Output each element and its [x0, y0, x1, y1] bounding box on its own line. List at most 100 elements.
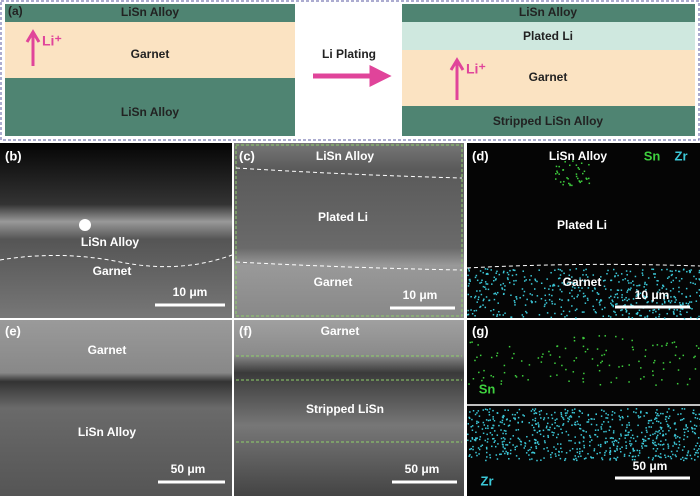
eds-dot — [583, 269, 585, 272]
panel-border — [235, 144, 463, 317]
eds-dot — [576, 459, 578, 462]
eds-dot — [467, 293, 469, 296]
eds-dot — [583, 170, 586, 173]
eds-dot — [568, 418, 570, 421]
eds-dot — [564, 457, 567, 460]
eds-dot — [605, 349, 607, 352]
eds-dot — [481, 279, 483, 282]
eds-dot — [588, 434, 591, 437]
eds-dot — [560, 306, 563, 308]
eds-dot — [610, 279, 613, 282]
eds-dot — [632, 348, 635, 351]
eds-dot — [486, 433, 488, 436]
eds-dot — [632, 437, 635, 440]
eds-dot — [485, 288, 487, 290]
layer-label: Stripped LiSn Alloy — [493, 114, 604, 128]
eds-dot — [669, 456, 672, 458]
eds-dot — [676, 309, 678, 311]
eds-dot — [656, 448, 659, 450]
eds-dot — [597, 429, 599, 431]
eds-dot — [681, 408, 683, 410]
eds-dot — [485, 296, 488, 298]
eds-dot — [599, 451, 601, 454]
eds-dot — [694, 459, 696, 461]
eds-dot — [505, 430, 507, 432]
eds-dot — [596, 364, 599, 367]
eds-dot — [659, 444, 662, 446]
eds-dot — [680, 458, 682, 460]
eds-dot — [600, 415, 603, 417]
eds-dot — [632, 284, 635, 286]
eds-dot — [520, 441, 523, 443]
eds-dot — [590, 418, 592, 420]
eds-dot — [659, 432, 661, 435]
eds-dot — [616, 456, 619, 459]
eds-map — [467, 320, 700, 496]
eds-dot — [514, 301, 516, 304]
eds-dot — [493, 437, 495, 440]
eds-dot — [692, 412, 694, 414]
eds-dot — [642, 440, 645, 443]
eds-dot — [625, 310, 628, 312]
eds-dot — [566, 412, 568, 414]
eds-dot — [670, 300, 673, 302]
eds-dot — [551, 452, 553, 454]
eds-dot — [686, 311, 688, 313]
eds-dot — [590, 423, 593, 426]
eds-dot — [496, 313, 499, 316]
layer — [5, 4, 295, 22]
eds-dot — [603, 430, 605, 433]
eds-dot — [494, 279, 497, 281]
eds-dot — [626, 299, 628, 302]
eds-dot — [609, 316, 612, 318]
eds-dot — [486, 456, 488, 458]
eds-dot — [674, 433, 676, 436]
eds-dot — [639, 292, 642, 294]
eds-dot — [485, 446, 488, 449]
eds-dot — [666, 268, 668, 271]
eds-dot — [557, 433, 559, 436]
region-label: Garnet — [321, 324, 360, 338]
eds-dot — [588, 163, 590, 166]
eds-dot — [530, 300, 533, 302]
eds-dot — [659, 426, 662, 429]
eds-dot — [628, 298, 630, 301]
eds-dot — [491, 445, 493, 448]
eds-dot — [646, 315, 649, 317]
eds-dot — [467, 285, 470, 287]
eds-dot — [675, 455, 677, 458]
eds-dot — [539, 433, 542, 436]
eds-dot — [621, 296, 623, 299]
eds-dot — [549, 454, 552, 456]
eds-dot — [671, 342, 674, 344]
eds-dot — [534, 442, 536, 445]
eds-dot — [551, 302, 554, 305]
eds-dot — [547, 434, 549, 437]
eds-dot — [641, 447, 644, 449]
eds-dot — [492, 313, 495, 316]
eds-dot — [681, 308, 684, 310]
eds-dot — [610, 437, 613, 439]
eds-dot — [644, 445, 646, 447]
eds-dot — [531, 294, 533, 296]
eds-dot — [478, 371, 480, 374]
eds-dot — [507, 409, 509, 412]
eds-dot — [528, 421, 530, 424]
eds-dot — [652, 433, 654, 436]
eds-dot — [643, 286, 645, 288]
eds-dot — [536, 280, 538, 283]
eds-dot — [564, 161, 566, 163]
eds-dot — [491, 434, 493, 436]
eds-dot — [512, 444, 514, 446]
eds-dot — [471, 438, 474, 440]
eds-dot — [660, 440, 662, 443]
eds-dot — [541, 356, 543, 358]
eds-dot — [605, 450, 607, 452]
eds-dot — [534, 279, 537, 282]
eds-dot — [539, 413, 541, 416]
eds-dot — [492, 418, 495, 420]
eds-dot — [593, 287, 596, 289]
eds-dot — [625, 434, 628, 437]
eds-dot — [673, 295, 675, 298]
eds-dot — [553, 284, 556, 287]
